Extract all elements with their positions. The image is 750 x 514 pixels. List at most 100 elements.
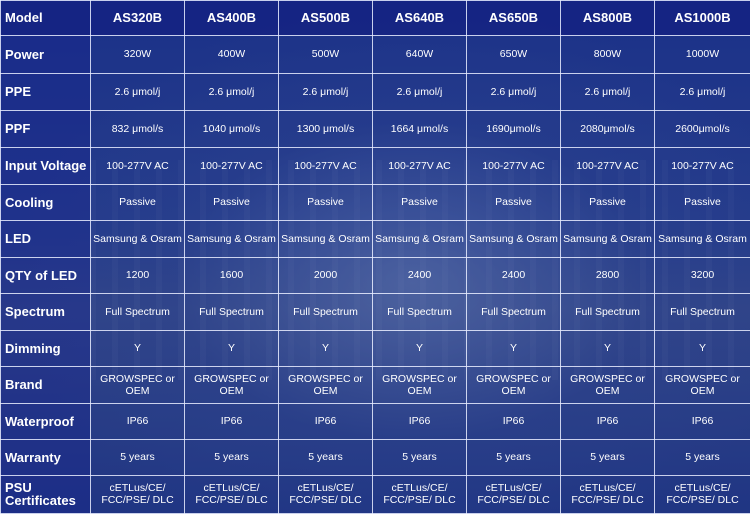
table-cell: Full Spectrum [560,292,655,331]
table-cell: IP66 [560,402,655,440]
table-cell: Y [278,329,373,367]
table-row: Cooling Passive Passive Passive Passive Passi… [0,183,750,221]
table-cell: 100-277V AC [560,146,655,185]
table-cell: IP66 [90,402,185,440]
table-cell: cETLus/CE/ FCC/PSE/ DLC [654,474,750,514]
table-cell: 1300 μmol/s [278,109,373,148]
model-header: AS640B [372,0,467,36]
table-cell: Passive [90,183,185,221]
table-cell: 400W [184,34,279,74]
table-cell: 500W [278,34,373,74]
table-cell: 2.6 μmol/j [278,72,373,111]
table-cell: Y [466,329,561,367]
row-label: LED [0,219,91,258]
table-cell: 650W [466,34,561,74]
table-cell: 5 years [466,438,561,476]
table-cell: 100-277V AC [184,146,279,185]
table-cell: IP66 [466,402,561,440]
table-cell: 1200 [90,256,185,294]
table-cell: 100-277V AC [278,146,373,185]
table-cell: 3200 [654,256,750,294]
table-cell: cETLus/CE/ FCC/PSE/ DLC [184,474,279,514]
table-cell: GROWSPEC or OEM [560,365,655,404]
row-label: Power [0,34,91,74]
table-cell: Passive [654,183,750,221]
table-cell: Y [90,329,185,367]
table-cell: GROWSPEC or OEM [466,365,561,404]
table-cell: 1664 μmol/s [372,109,467,148]
table-cell: Full Spectrum [278,292,373,331]
table-row: Dimming Y Y Y Y Y Y Y [0,329,750,367]
row-label: Dimming [0,329,91,367]
table-cell: 2400 [372,256,467,294]
table-cell: cETLus/CE/ FCC/PSE/ DLC [90,474,185,514]
table-cell: Y [184,329,279,367]
table-cell: Passive [466,183,561,221]
row-label: Brand [0,365,91,404]
table-cell: Samsung & Osram [466,219,561,258]
row-label: PPF [0,109,91,148]
table-cell: 100-277V AC [654,146,750,185]
table-cell: Y [654,329,750,367]
table-cell: 2000 [278,256,373,294]
row-label: Spectrum [0,292,91,331]
table-cell: cETLus/CE/ FCC/PSE/ DLC [466,474,561,514]
table-row: Brand GROWSPEC or OEM GROWSPEC or OEM GROWS… [0,365,750,404]
table-cell: 2.6 μmol/j [90,72,185,111]
table-cell: Passive [560,183,655,221]
table-row: PPE 2.6 μmol/j 2.6 μmol/j 2.6 μmol/j 2.6 μmo… [0,72,750,111]
header-label: Model [0,0,91,36]
table-cell: 2.6 μmol/j [372,72,467,111]
table-cell: 5 years [654,438,750,476]
table-cell: 5 years [278,438,373,476]
table-row: Waterproof IP66 IP66 IP66 IP66 IP66 IP66 IP66 [0,402,750,440]
table-cell: Full Spectrum [372,292,467,331]
table-cell: GROWSPEC or OEM [90,365,185,404]
table-cell: cETLus/CE/ FCC/PSE/ DLC [278,474,373,514]
model-header: AS500B [278,0,373,36]
table-row: Warranty 5 years 5 years 5 years 5 years 5 ye… [0,438,750,476]
table-cell: cETLus/CE/ FCC/PSE/ DLC [372,474,467,514]
table-cell: GROWSPEC or OEM [372,365,467,404]
table-cell: Samsung & Osram [654,219,750,258]
table-row: PSU Certificates cETLus/CE/ FCC/PSE/ DLC c… [0,474,750,514]
table-cell: GROWSPEC or OEM [278,365,373,404]
table-cell: Full Spectrum [654,292,750,331]
model-header: AS650B [466,0,561,36]
table-cell: cETLus/CE/ FCC/PSE/ DLC [560,474,655,514]
table-row: Input Voltage 100-277V AC 100-277V AC 100-2… [0,146,750,185]
row-label: QTY of LED [0,256,91,294]
model-header: AS320B [90,0,185,36]
table-cell: 2400 [466,256,561,294]
row-label: PSU Certificates [0,474,91,514]
table-cell: Y [372,329,467,367]
table-cell: 320W [90,34,185,74]
table-cell: 1690μmol/s [466,109,561,148]
table-cell: Samsung & Osram [560,219,655,258]
table-cell: GROWSPEC or OEM [184,365,279,404]
row-label: Input Voltage [0,146,91,185]
table-cell: 2.6 μmol/j [560,72,655,111]
table-cell: 2800 [560,256,655,294]
table-cell: Samsung & Osram [184,219,279,258]
table-cell: Full Spectrum [466,292,561,331]
row-label: PPE [0,72,91,111]
table-cell: 1000W [654,34,750,74]
table-cell: 5 years [184,438,279,476]
table-cell: 100-277V AC [90,146,185,185]
table-cell: 5 years [560,438,655,476]
table-cell: IP66 [278,402,373,440]
table-row: LED Samsung & Osram Samsung & Osram Samsung… [0,219,750,258]
table-cell: 2.6 μmol/j [466,72,561,111]
table-cell: IP66 [372,402,467,440]
table-cell: 640W [372,34,467,74]
table-cell: Full Spectrum [184,292,279,331]
table-cell: Full Spectrum [90,292,185,331]
table-cell: 100-277V AC [466,146,561,185]
table-cell: 800W [560,34,655,74]
model-header: AS400B [184,0,279,36]
table-cell: Passive [372,183,467,221]
table-cell: IP66 [654,402,750,440]
model-header: AS1000B [654,0,750,36]
